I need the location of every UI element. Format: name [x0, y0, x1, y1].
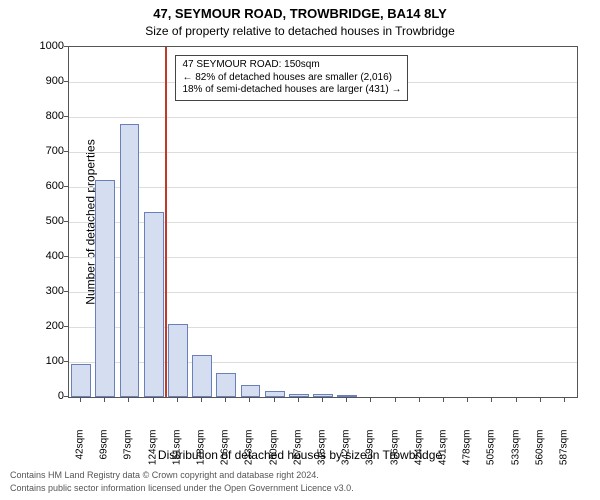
xtick-mark: [370, 398, 371, 402]
xtick-label: 505sqm: [486, 430, 497, 470]
xtick-mark: [419, 398, 420, 402]
ytick-mark: [64, 46, 68, 47]
annotation-line-3: 18% of semi-detached houses are larger (…: [182, 84, 401, 97]
ytick-label: 300: [24, 285, 64, 297]
attribution-line-1: Contains HM Land Registry data © Crown c…: [10, 470, 319, 480]
xtick-label: 206sqm: [220, 430, 231, 470]
ytick-label: 800: [24, 110, 64, 122]
histogram-bar: [144, 212, 164, 398]
attribution-line-2: Contains public sector information licen…: [10, 483, 354, 493]
xtick-mark: [128, 398, 129, 402]
xtick-label: 396sqm: [389, 430, 400, 470]
ytick-label: 600: [24, 180, 64, 192]
histogram-bar: [168, 324, 188, 398]
xtick-label: 315sqm: [317, 430, 328, 470]
xtick-mark: [225, 398, 226, 402]
ytick-mark: [64, 256, 68, 257]
plot-area: 47 SEYMOUR ROAD: 150sqm ← 82% of detache…: [68, 46, 578, 398]
xtick-label: 124sqm: [147, 430, 158, 470]
ytick-mark: [64, 221, 68, 222]
ytick-mark: [64, 396, 68, 397]
ytick-label: 500: [24, 215, 64, 227]
ytick-label: 700: [24, 145, 64, 157]
histogram-bar: [337, 395, 357, 397]
xtick-label: 478sqm: [462, 430, 473, 470]
xtick-label: 451sqm: [437, 430, 448, 470]
xtick-mark: [322, 398, 323, 402]
xtick-label: 424sqm: [413, 430, 424, 470]
ytick-label: 400: [24, 250, 64, 262]
histogram-bar: [241, 385, 261, 397]
histogram-bar: [216, 373, 236, 398]
xtick-mark: [201, 398, 202, 402]
annotation-line-1: 47 SEYMOUR ROAD: 150sqm: [182, 59, 401, 72]
xtick-label: 151sqm: [171, 430, 182, 470]
ytick-label: 0: [24, 390, 64, 402]
ytick-label: 200: [24, 320, 64, 332]
annotation-box: 47 SEYMOUR ROAD: 150sqm ← 82% of detache…: [175, 55, 408, 101]
histogram-bar: [120, 124, 140, 397]
reference-line: [165, 47, 167, 397]
xtick-mark: [104, 398, 105, 402]
xtick-label: 42sqm: [75, 430, 86, 470]
xtick-mark: [443, 398, 444, 402]
xtick-mark: [564, 398, 565, 402]
ytick-mark: [64, 81, 68, 82]
gridline: [69, 152, 577, 153]
chart-title: 47, SEYMOUR ROAD, TROWBRIDGE, BA14 8LY: [0, 6, 600, 21]
histogram-bar: [313, 394, 333, 397]
histogram-bar: [95, 180, 115, 397]
annotation-line-2: ← 82% of detached houses are smaller (2,…: [182, 72, 401, 85]
chart-container: 47, SEYMOUR ROAD, TROWBRIDGE, BA14 8LY S…: [0, 0, 600, 500]
xtick-mark: [274, 398, 275, 402]
xtick-mark: [298, 398, 299, 402]
xtick-label: 97sqm: [123, 430, 134, 470]
ytick-label: 1000: [24, 40, 64, 52]
xtick-label: 533sqm: [510, 430, 521, 470]
ytick-mark: [64, 326, 68, 327]
xtick-mark: [177, 398, 178, 402]
xtick-mark: [153, 398, 154, 402]
histogram-bar: [192, 355, 212, 397]
xtick-mark: [516, 398, 517, 402]
ytick-mark: [64, 116, 68, 117]
histogram-bar: [289, 394, 309, 398]
gridline: [69, 187, 577, 188]
xtick-label: 587sqm: [558, 430, 569, 470]
ytick-mark: [64, 361, 68, 362]
gridline: [69, 117, 577, 118]
chart-subtitle: Size of property relative to detached ho…: [0, 24, 600, 38]
xtick-label: 287sqm: [292, 430, 303, 470]
xtick-mark: [467, 398, 468, 402]
xtick-label: 560sqm: [534, 430, 545, 470]
histogram-bar: [265, 391, 285, 397]
xtick-mark: [346, 398, 347, 402]
ytick-mark: [64, 151, 68, 152]
ytick-label: 100: [24, 355, 64, 367]
xtick-label: 342sqm: [341, 430, 352, 470]
histogram-bar: [71, 364, 91, 397]
xtick-label: 260sqm: [268, 430, 279, 470]
xtick-mark: [249, 398, 250, 402]
xtick-mark: [540, 398, 541, 402]
ytick-label: 900: [24, 75, 64, 87]
xtick-label: 233sqm: [244, 430, 255, 470]
xtick-label: 69sqm: [99, 430, 110, 470]
xtick-label: 369sqm: [365, 430, 376, 470]
xtick-mark: [80, 398, 81, 402]
xtick-mark: [395, 398, 396, 402]
ytick-mark: [64, 291, 68, 292]
ytick-mark: [64, 186, 68, 187]
xtick-label: 178sqm: [196, 430, 207, 470]
xtick-mark: [491, 398, 492, 402]
